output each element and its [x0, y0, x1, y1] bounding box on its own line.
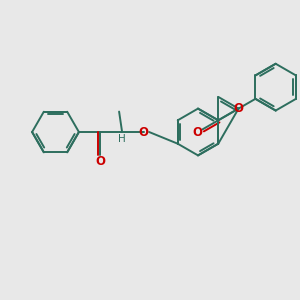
Text: O: O [95, 154, 106, 168]
Text: H: H [118, 134, 126, 144]
Text: O: O [139, 125, 149, 139]
Text: O: O [233, 102, 244, 115]
Text: O: O [193, 126, 202, 139]
